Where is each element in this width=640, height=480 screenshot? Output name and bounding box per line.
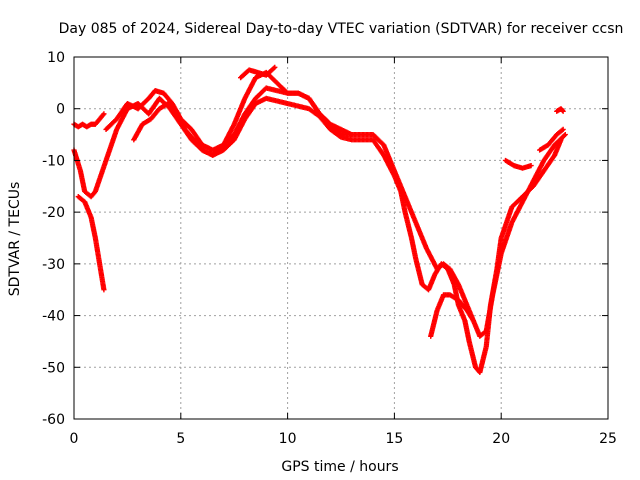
tick-layer bbox=[73, 56, 609, 420]
data-point bbox=[560, 108, 566, 114]
x-tick-label: 5 bbox=[176, 431, 185, 447]
y-tick-label: -50 bbox=[42, 360, 65, 376]
chart-title: Day 085 of 2024, Sidereal Day-to-day VTE… bbox=[59, 21, 624, 37]
data-point bbox=[349, 131, 355, 138]
y-tick-label: 0 bbox=[56, 102, 65, 118]
data-point bbox=[470, 318, 477, 324]
y-tick-label: -30 bbox=[42, 257, 65, 273]
x-tick-label: 15 bbox=[385, 431, 403, 447]
data-point bbox=[101, 111, 107, 117]
data-point bbox=[559, 107, 566, 114]
y-tick-label: -40 bbox=[42, 309, 65, 325]
x-tick-label: 20 bbox=[492, 431, 510, 447]
series-5 bbox=[428, 292, 477, 339]
y-tick-label: 10 bbox=[47, 50, 65, 66]
x-tick-labels: 0 5 10 15 20 25 bbox=[70, 431, 617, 447]
y-axis-label: SDTVAR / TECUs bbox=[7, 182, 23, 297]
y-tick-label: -20 bbox=[42, 205, 65, 221]
x-tick-label: 10 bbox=[279, 431, 297, 447]
x-tick-label: 25 bbox=[599, 431, 617, 447]
data-point bbox=[561, 132, 567, 139]
series-8 bbox=[537, 126, 566, 153]
data-point bbox=[101, 287, 107, 293]
series-7 bbox=[502, 157, 534, 171]
data-marks bbox=[71, 64, 568, 376]
series-6 bbox=[238, 64, 278, 81]
series-4 bbox=[131, 85, 355, 158]
y-tick-label: -60 bbox=[42, 412, 65, 428]
x-tick-label: 0 bbox=[70, 431, 79, 447]
series-9 bbox=[554, 106, 566, 114]
y-tick-labels: 10 0 -10 -20 -30 -40 -50 -60 bbox=[42, 50, 65, 428]
data-point bbox=[528, 163, 534, 169]
series-2 bbox=[75, 194, 107, 293]
y-tick-label: -10 bbox=[42, 153, 65, 169]
data-point bbox=[560, 126, 566, 132]
data-point bbox=[272, 64, 278, 70]
x-axis-label: GPS time / hours bbox=[281, 459, 398, 475]
data-point bbox=[562, 131, 568, 138]
plot-frame bbox=[73, 56, 609, 420]
data-point bbox=[271, 65, 277, 71]
grid-layer bbox=[74, 57, 608, 419]
